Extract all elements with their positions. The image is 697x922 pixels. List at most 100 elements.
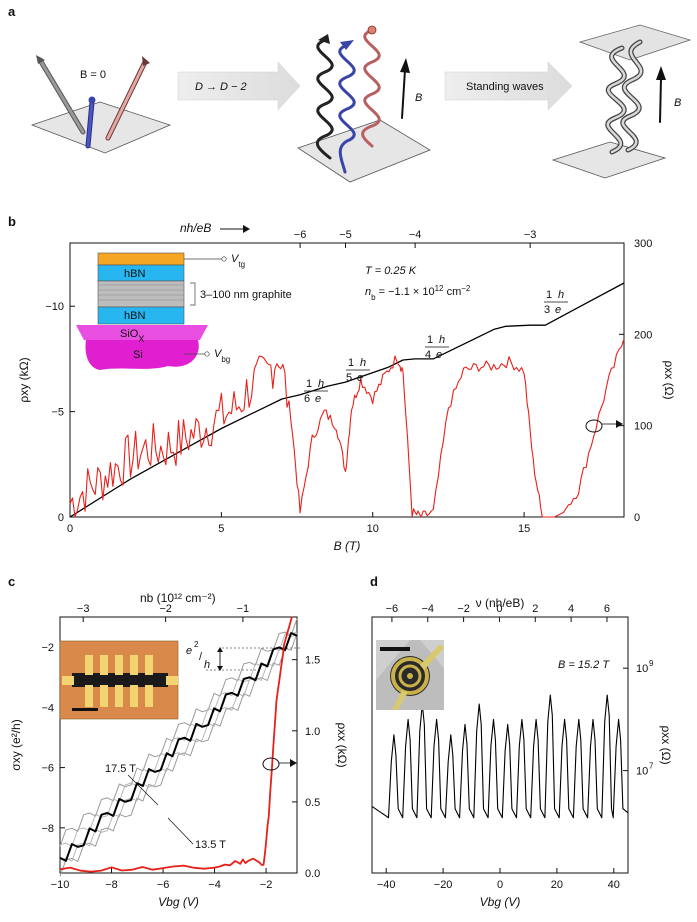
plateau-label-3: 1 h 3 e <box>544 289 568 316</box>
step-label: e <box>186 645 192 657</box>
hbn-bottom-label: hBN <box>124 310 145 322</box>
x-tick-label-b: 15 <box>518 523 530 535</box>
top-axis-arrowhead-b <box>243 225 250 233</box>
svg-text:e: e <box>315 393 321 405</box>
x-tick-label-d: −40 <box>377 879 396 891</box>
rho-xx-line <box>69 338 625 518</box>
sigma-xy-line-gray <box>59 618 298 847</box>
sio-label: SiOX <box>120 328 144 344</box>
top-axis-label-b: nh/eB <box>180 221 211 235</box>
annot-leader-17-5 <box>127 774 159 806</box>
top-tick-label-d: −6 <box>386 603 399 615</box>
y-axis-label-left-c: σxy (e²/h) <box>9 719 23 770</box>
top-tick-label-d: 4 <box>568 603 574 615</box>
d-to-d-minus-2: D → D − 2 <box>195 81 247 93</box>
y-tick-label-left-c: −8 <box>41 823 54 835</box>
panel-a-arrow-1 <box>177 61 301 111</box>
svg-text:h: h <box>318 378 324 390</box>
plateau-label-5: 1 h 5 e <box>346 357 370 384</box>
y-tick-label-right-d: 10 <box>636 766 648 778</box>
y-axis-label-right-b: ρxx (Ω) <box>662 360 676 399</box>
panel-a-arrow-2 <box>444 61 573 111</box>
hbn-top-label: hBN <box>124 268 145 280</box>
x-tick-label-c: −2 <box>260 879 273 891</box>
top-tick-label-d: 0 <box>496 603 502 615</box>
y-tick-label-right-b: 100 <box>634 421 652 433</box>
x-axis-label-d: Vbg (V) <box>480 895 521 909</box>
top-tick-label-c: −3 <box>77 603 90 615</box>
x-tick-label-c: −6 <box>157 879 170 891</box>
b-label-1: B <box>415 92 422 104</box>
y-tick-label-left-c: −6 <box>41 763 54 775</box>
panel-a-schematic-standing-waves <box>551 24 692 179</box>
panel-a-schematic-bzero <box>30 55 172 154</box>
x-tick-label-c: −8 <box>105 879 118 891</box>
plateau-label-6: 1 h 6 e <box>304 378 328 405</box>
x-tick-label-d: 0 <box>497 879 503 891</box>
density-label: nb = −1.1 × 1012 cm−2 <box>365 284 471 302</box>
svg-text:6: 6 <box>304 393 310 405</box>
y-tick-label-left-b: −10 <box>45 301 64 313</box>
y-tick-label-right-c: 0.0 <box>305 868 320 880</box>
svg-text:h: h <box>360 357 366 369</box>
top-tick-label-c: −1 <box>237 603 250 615</box>
step-marker <box>206 647 300 671</box>
top-tick-label-b: −5 <box>339 229 352 241</box>
rho-xx-line-d <box>371 694 629 819</box>
y-axis-label-right-d: ρxx (Ω) <box>659 725 673 764</box>
x-tick-label-c: −10 <box>51 879 70 891</box>
top-axis-label-d: ν (nh/eB) <box>476 596 525 610</box>
x-tick-label-c: −4 <box>208 879 221 891</box>
step-label-den: h <box>204 659 210 671</box>
svg-text:h: h <box>558 289 564 301</box>
y-tick-exp-d: 9 <box>649 659 654 668</box>
y-tick-exp-d: 7 <box>649 762 654 771</box>
top-tick-label-d: −4 <box>421 603 434 615</box>
sigma-xy-line-gray <box>59 633 298 847</box>
temperature-label: T = 0.25 K <box>365 265 417 277</box>
y-tick-label-right-d: 10 <box>636 663 648 675</box>
x-tick-label-d: 40 <box>608 879 620 891</box>
device-photo-inset-c <box>59 640 179 720</box>
vtg-label: Vtg <box>231 253 245 269</box>
rhoxx-axis-pointer <box>585 419 623 433</box>
rho-xx-line-c <box>59 616 293 873</box>
y-tick-label-right-b: 200 <box>634 329 652 341</box>
x-tick-label-d: 20 <box>551 879 563 891</box>
annot-leader-13-5 <box>167 817 194 845</box>
svg-text:e: e <box>555 304 561 316</box>
svg-text:h: h <box>439 334 445 346</box>
y-tick-label-left-b: 0 <box>58 512 64 524</box>
annotation-17-5t: 17.5 T <box>105 763 136 775</box>
y-axis-label-right-c: ρxx (kΩ) <box>335 722 349 767</box>
sigma-xy-line <box>59 632 298 862</box>
y-tick-label-left-c: −4 <box>41 702 54 714</box>
top-tick-label-b: −6 <box>294 229 307 241</box>
top-tick-label-d: −2 <box>457 603 470 615</box>
svg-text:1: 1 <box>306 378 312 390</box>
panel-label-a: a <box>8 4 16 19</box>
top-tick-label-b: −4 <box>409 229 422 241</box>
vbg-label: Vbg <box>214 348 230 364</box>
x-tick-label-b: 0 <box>67 523 73 535</box>
heterostructure-inset <box>76 252 227 370</box>
x-tick-label-b: 10 <box>367 523 379 535</box>
x-tick-label-b: 5 <box>218 523 224 535</box>
svg-text:e: e <box>436 349 442 361</box>
y-axis-label-left-b: ρxy (kΩ) <box>17 357 31 402</box>
annotation-13-5t: 13.5 T <box>195 839 226 851</box>
device-photo-inset-d <box>376 640 444 710</box>
y-tick-label-right-c: 1.5 <box>305 655 320 667</box>
svg-text:3: 3 <box>544 304 550 316</box>
svg-text:1: 1 <box>427 334 433 346</box>
x-axis-label-b: B (T) <box>334 539 361 553</box>
step-label-exp: 2 <box>194 640 199 649</box>
top-tick-label-c: −2 <box>159 603 172 615</box>
top-tick-label-b: −3 <box>524 229 537 241</box>
graphite-label: 3–100 nm graphite <box>200 289 292 301</box>
svg-text:5: 5 <box>346 372 352 384</box>
top-axis-label-c: nb (10¹² cm⁻²) <box>140 591 216 605</box>
